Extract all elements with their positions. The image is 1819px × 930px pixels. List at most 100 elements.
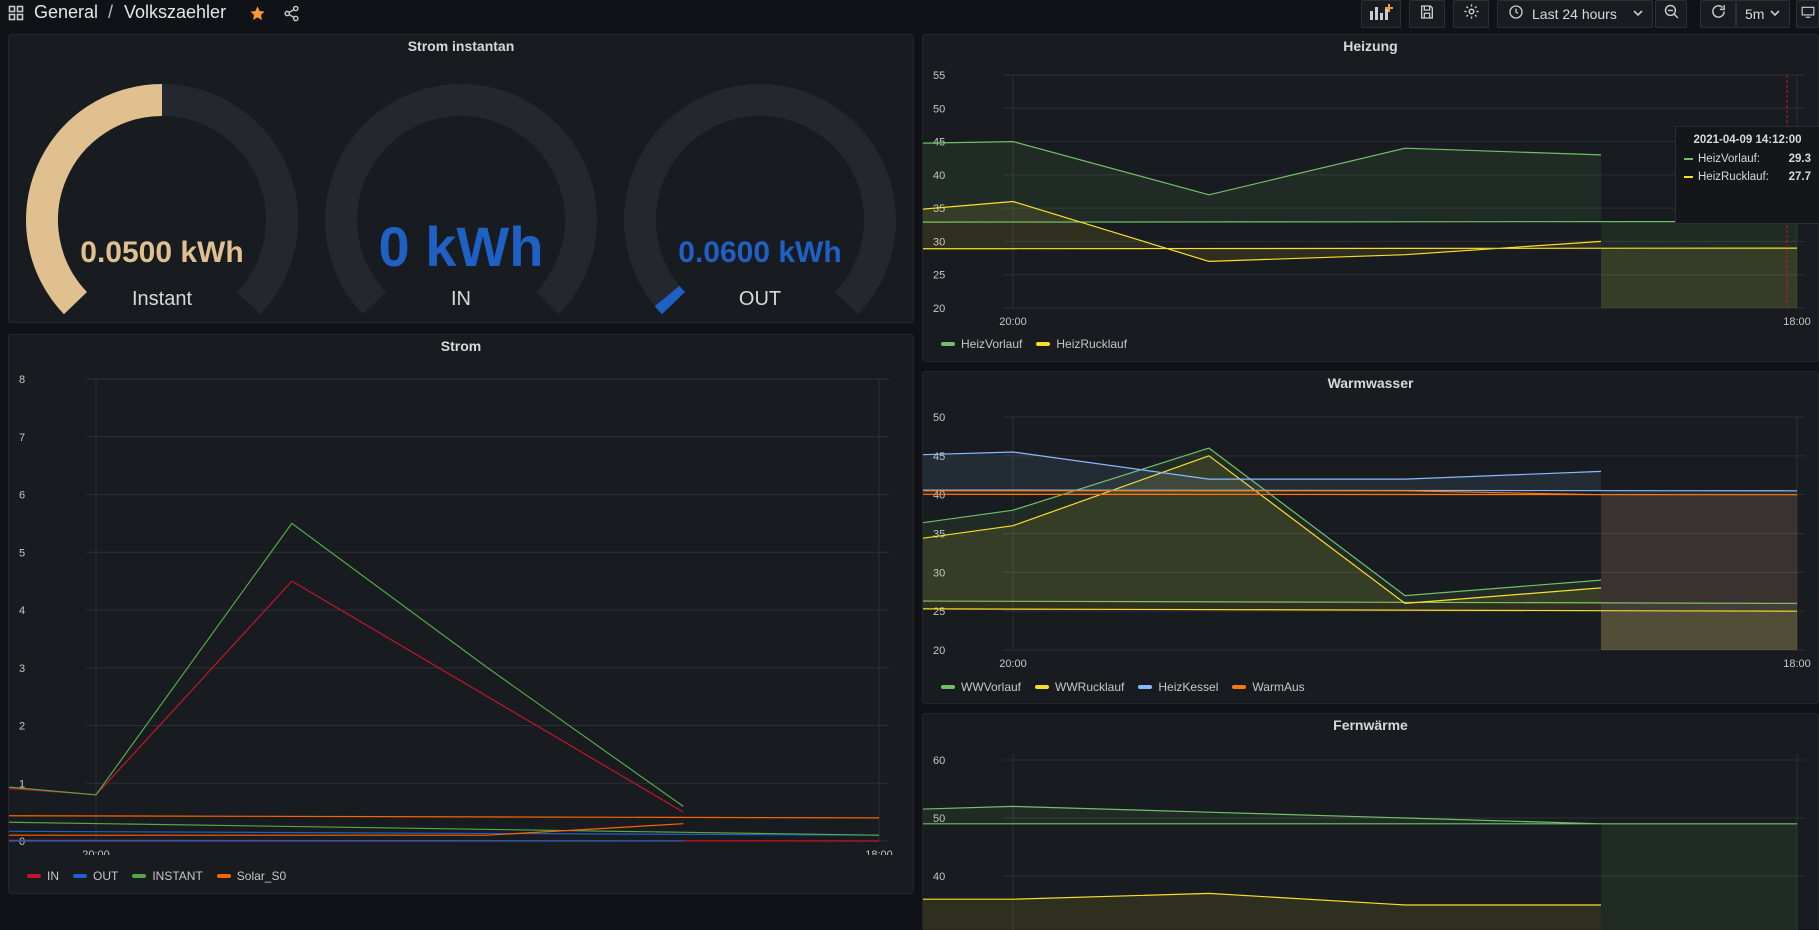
breadcrumb-folder[interactable]: General <box>34 2 99 22</box>
legend-swatch <box>27 874 41 878</box>
x-tick-label: 18:00 <box>1783 316 1811 328</box>
gauge-fill <box>26 84 163 315</box>
breadcrumb-dashboard[interactable]: Volkszaehler <box>124 2 227 22</box>
tooltip-swatch <box>1684 176 1693 178</box>
gauge-value: 0.0600 kWh <box>678 236 841 269</box>
legend-item[interactable]: IN <box>27 869 59 883</box>
y-tick-label: 1 <box>19 778 25 790</box>
add-panel-icon <box>1368 3 1394 26</box>
breadcrumb-separator: / <box>108 2 114 22</box>
time-range-picker[interactable]: Last 24 hours <box>1497 0 1653 28</box>
series-area <box>923 201 1797 308</box>
series-area <box>923 455 1797 650</box>
series-line <box>923 892 1601 906</box>
tooltip-series-name: HeizRucklauf: <box>1698 171 1769 183</box>
panel-heizung: Heizung 202530354045505520:0022:0000:000… <box>922 34 1819 362</box>
x-tick-label: 18:00 <box>1783 658 1811 670</box>
legend-label: HeizRucklauf <box>1056 337 1128 351</box>
tooltip-time: 2021-04-09 14:12:00 <box>1693 134 1802 146</box>
save-icon <box>1419 4 1435 25</box>
grid: 01234567820:0022:0000:0002:0004:0006:000… <box>19 374 893 855</box>
grid: 2025303540455020:0022:0000:0002:0004:000… <box>933 412 1811 670</box>
warmwasser-chart[interactable]: 2025303540455020:0022:0000:0002:0004:000… <box>923 372 1819 677</box>
legend-label: WarmAus <box>1252 680 1305 694</box>
legend-swatch <box>216 874 231 878</box>
y-tick-label: 50 <box>933 103 945 115</box>
dashboards-grid-icon[interactable] <box>8 5 24 26</box>
fernwaerme-chart[interactable]: 40 50 60 <box>923 714 1819 930</box>
heizung-chart[interactable]: 202530354045505520:0022:0000:0002:0004:0… <box>923 35 1819 335</box>
top-nav-bar: General / Volkszaehler Last 24 hours <box>0 0 1819 30</box>
legend-item[interactable]: Solar_S0 <box>216 869 287 883</box>
legend-label: WWRucklauf <box>1055 680 1125 694</box>
series-area <box>923 893 1601 930</box>
star-icon[interactable] <box>249 5 266 27</box>
legend-label: HeizVorlauf <box>961 337 1023 351</box>
legend-item[interactable]: WWVorlauf <box>941 680 1021 694</box>
zoom-out-button[interactable] <box>1655 0 1687 28</box>
legend-swatch <box>1035 685 1050 689</box>
legend-item[interactable]: HeizRucklauf <box>1036 337 1127 351</box>
panel-title: Strom <box>440 338 482 354</box>
save-dashboard-button[interactable] <box>1409 0 1445 28</box>
series-line <box>9 522 880 836</box>
time-range-label: Last 24 hours <box>1532 6 1617 22</box>
legend-swatch <box>1232 685 1247 689</box>
legend-item[interactable]: OUT <box>73 869 118 883</box>
series-line <box>9 830 880 842</box>
panel-title: Fernwärme <box>1333 717 1408 733</box>
legend-item[interactable]: HeizVorlauf <box>941 337 1022 351</box>
y-tick-label: 8 <box>19 374 25 386</box>
y-tick-label: 50 <box>933 412 945 424</box>
y-tick-label: 60 <box>933 755 945 767</box>
y-tick-label: 20 <box>933 303 945 315</box>
panel-strom: Strom 01234567820:0022:0000:0002:0004:00… <box>8 334 914 894</box>
strom-chart[interactable]: 01234567820:0022:0000:0002:0004:0006:000… <box>9 335 913 855</box>
panel-title: Strom instantan <box>407 38 515 54</box>
tooltip-series-value: 27.7 <box>1788 171 1811 183</box>
chevron-down-icon <box>1633 5 1643 23</box>
y-tick-label: 25 <box>933 270 945 282</box>
x-tick-label: 18:00 <box>865 849 893 855</box>
legend-swatch <box>941 685 955 689</box>
y-tick-label: 40 <box>933 871 945 883</box>
legend-item[interactable]: WWRucklauf <box>1035 680 1124 694</box>
series-line <box>9 580 880 842</box>
refresh-interval-picker[interactable]: 5m <box>1736 0 1790 28</box>
y-tick-label: 35 <box>933 529 945 541</box>
add-panel-button[interactable] <box>1361 0 1401 28</box>
gauge-track <box>325 84 597 315</box>
legend-swatch <box>73 874 87 878</box>
legend-swatch <box>1036 342 1051 346</box>
panel-title: Heizung <box>1343 38 1398 54</box>
x-tick-label: 20:00 <box>999 658 1027 670</box>
gauge-label: OUT <box>739 288 781 310</box>
series-area <box>923 452 1797 650</box>
panel-title: Warmwasser <box>1327 375 1414 391</box>
y-tick-label: 35 <box>933 203 945 215</box>
warmwasser-legend: WWVorlauf WWRucklauf HeizKessel WarmAus <box>941 680 1305 694</box>
tv-mode-button[interactable] <box>1796 0 1819 28</box>
y-tick-label: 4 <box>19 605 25 617</box>
heizung-legend: HeizVorlauf HeizRucklauf <box>941 337 1127 351</box>
legend-item[interactable]: INSTANT <box>132 869 203 883</box>
legend-label: IN <box>47 869 59 883</box>
legend-item[interactable]: WarmAus <box>1232 680 1305 694</box>
gauge-value: 0 kWh <box>379 215 544 278</box>
refresh-button[interactable] <box>1700 0 1736 28</box>
y-tick-label: 40 <box>933 170 945 182</box>
dashboard-settings-button[interactable] <box>1453 0 1489 28</box>
tooltip-rows: HeizVorlauf: 29.3 HeizRucklauf: 27.7 <box>1684 153 1811 183</box>
gauges-svg: 0.0500 kWh Instant 0 kWh IN 0.0600 kWh OUT <box>26 84 896 315</box>
share-icon[interactable] <box>283 5 300 27</box>
y-tick-label: 0 <box>19 836 25 848</box>
y-tick-label: 50 <box>933 813 945 825</box>
refresh-interval-label: 5m <box>1745 6 1765 22</box>
graph-tooltip: 2021-04-09 14:12:00 HeizVorlauf: 29.3 Heiz… <box>1675 126 1819 224</box>
legend-label: INSTANT <box>152 869 203 883</box>
legend-label: HeizKessel <box>1158 680 1219 694</box>
y-tick-label: 40 <box>933 490 945 502</box>
legend-item[interactable]: HeizKessel <box>1138 680 1218 694</box>
gauge-label: Instant <box>132 288 192 310</box>
legend-label: Solar_S0 <box>236 869 287 883</box>
